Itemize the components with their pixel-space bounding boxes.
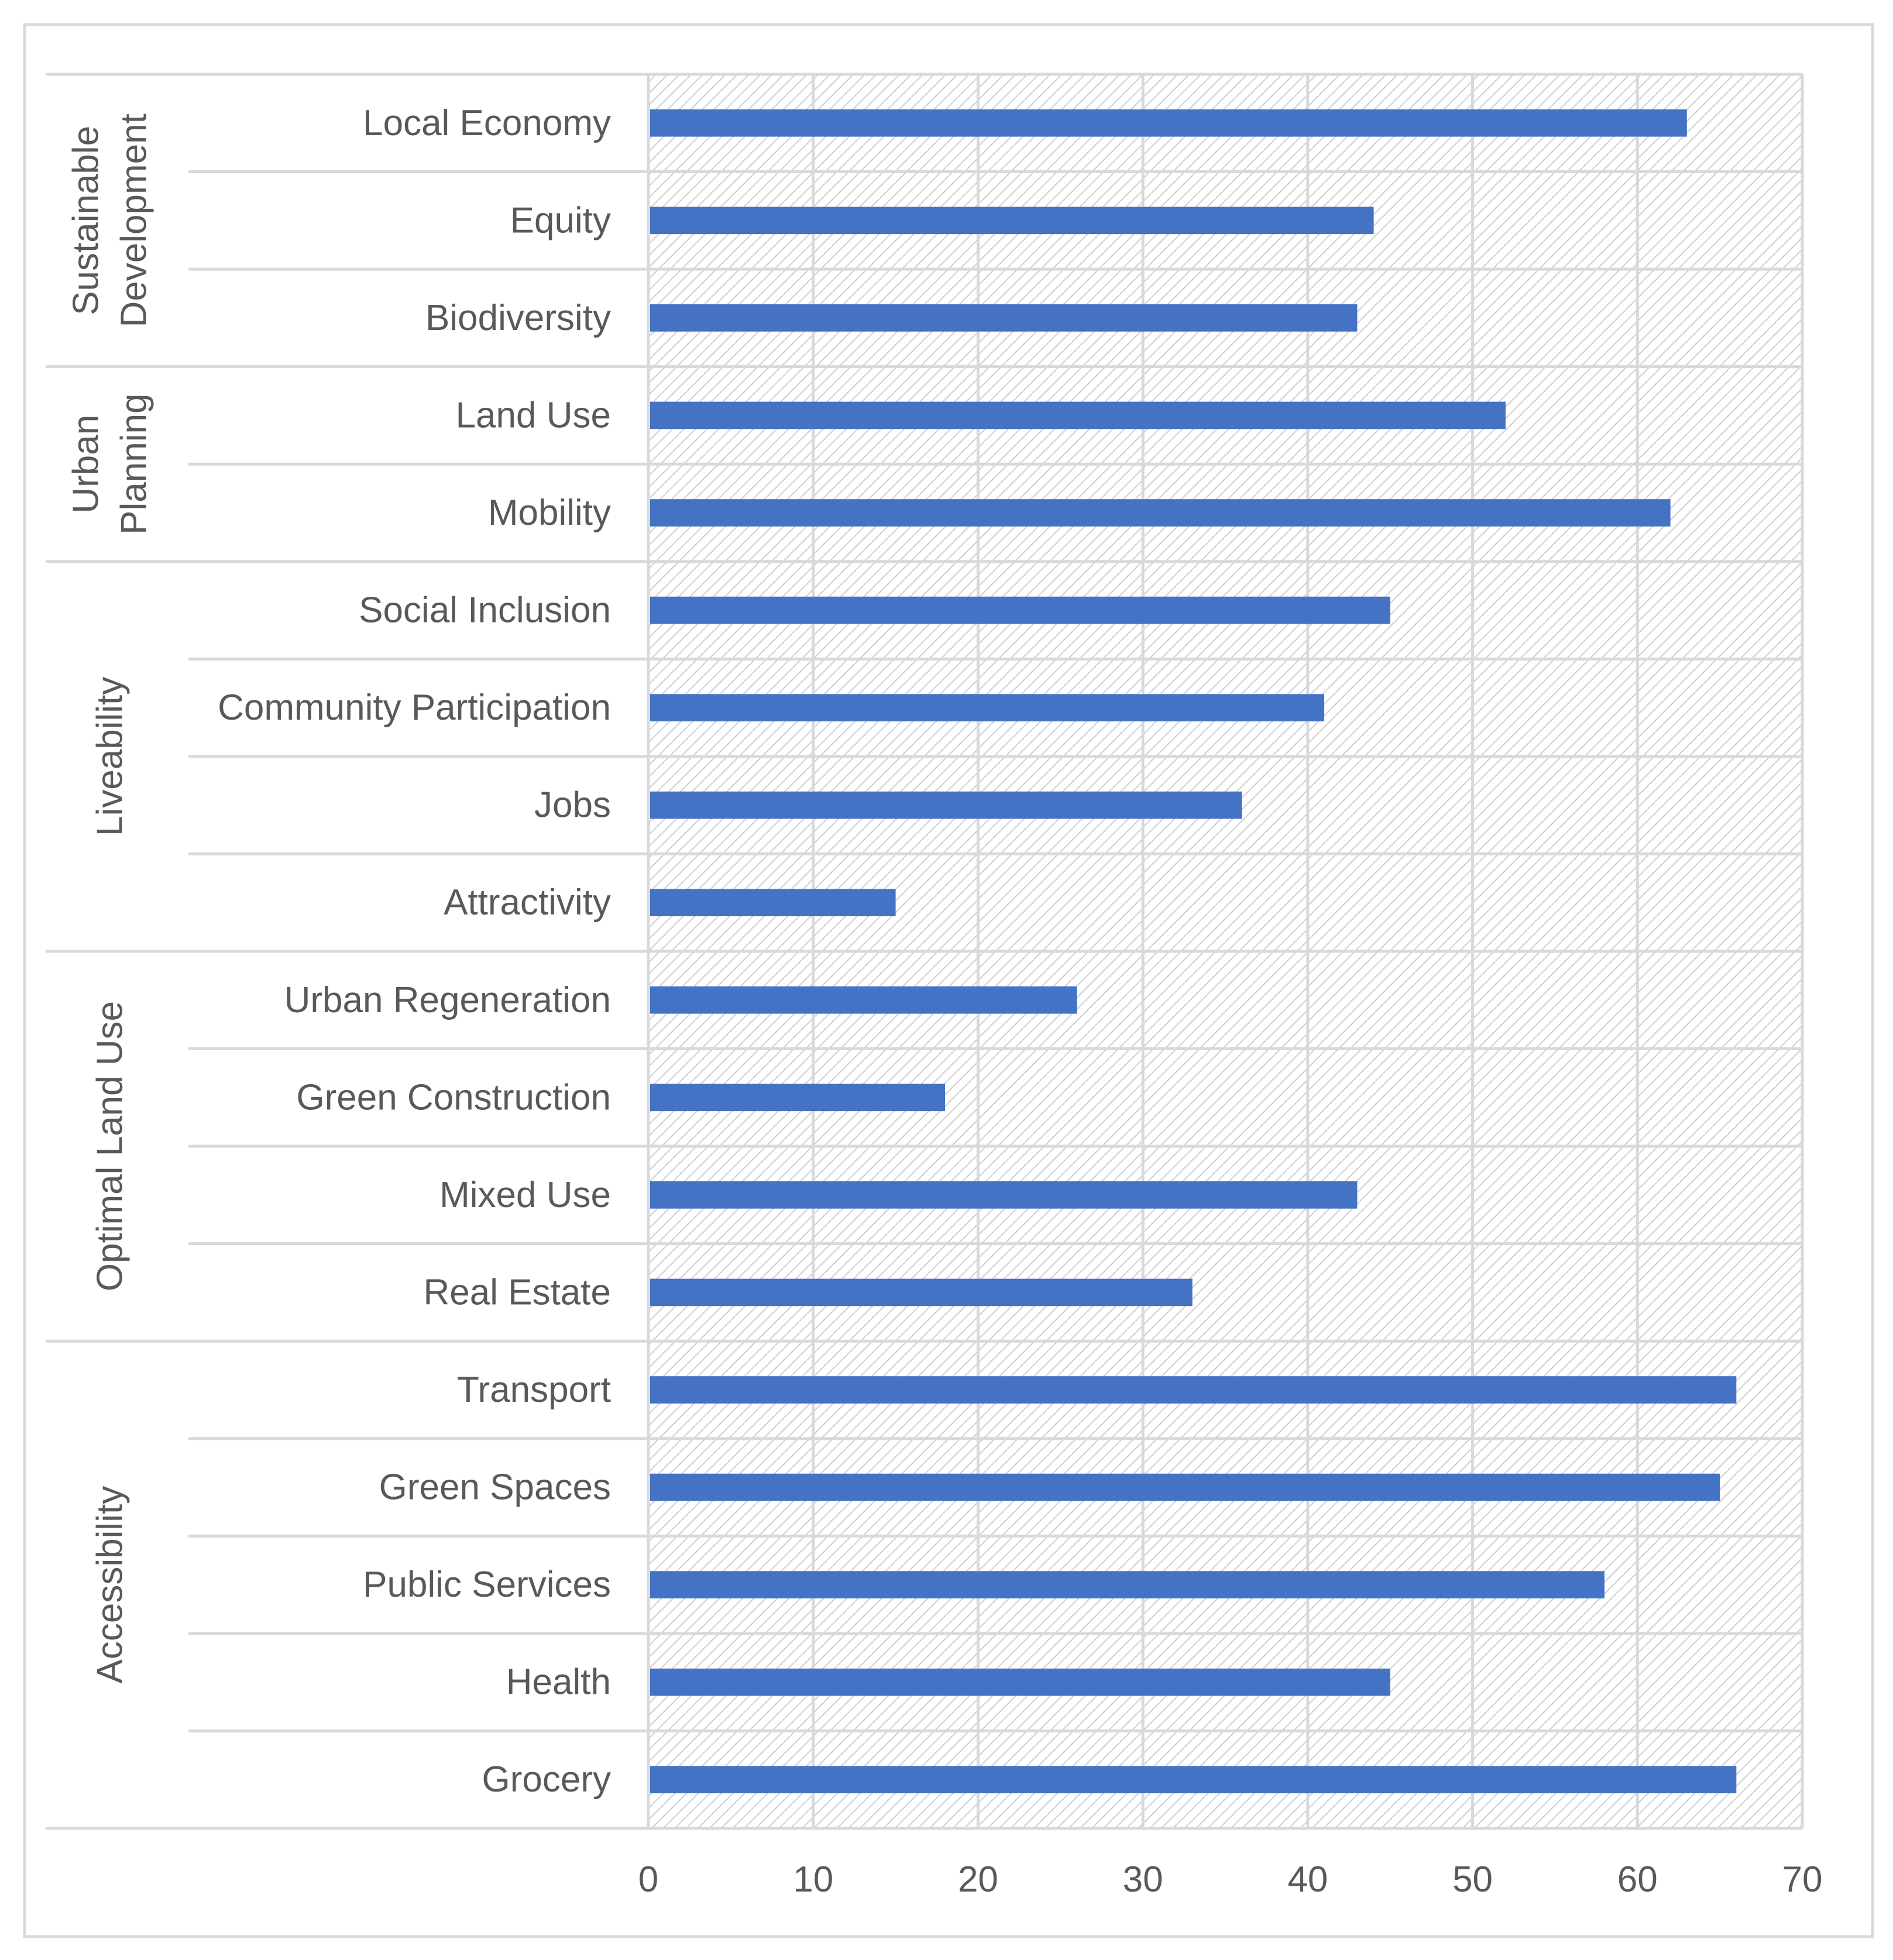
- category-label: Land Use: [456, 395, 611, 435]
- category-label: Mobility: [488, 493, 611, 533]
- group-label: Accessibility: [90, 1486, 130, 1684]
- bar: [650, 791, 1242, 819]
- category-label: Urban Regeneration: [284, 980, 611, 1020]
- bar: [650, 1278, 1193, 1306]
- x-tick-label: 50: [1452, 1859, 1493, 1900]
- category-label: Green Spaces: [379, 1467, 611, 1508]
- x-tick-label: 0: [638, 1859, 658, 1900]
- bar: [650, 889, 896, 917]
- category-label: Community Participation: [218, 687, 611, 728]
- group-label: Development: [114, 114, 154, 327]
- bar: [650, 1571, 1605, 1598]
- bar: [650, 1376, 1737, 1404]
- x-tick-label: 20: [958, 1859, 998, 1900]
- x-tick-label: 30: [1123, 1859, 1163, 1900]
- group-label: Optimal Land Use: [90, 1001, 130, 1291]
- x-tick-label: 10: [793, 1859, 833, 1900]
- category-label: Real Estate: [423, 1272, 611, 1312]
- bar: [650, 1766, 1737, 1794]
- group-label: Planning: [114, 394, 154, 535]
- bar: [650, 1181, 1358, 1209]
- category-dividers: [46, 73, 1802, 1830]
- x-tick-label: 70: [1782, 1859, 1823, 1900]
- x-axis-tick-labels: 0 10 20 30 40 50 60 70: [638, 1859, 1823, 1900]
- category-label: Public Services: [363, 1564, 611, 1605]
- group-label: Urban: [66, 415, 106, 514]
- bar: [650, 499, 1671, 527]
- bar: [650, 109, 1687, 137]
- category-label: Health: [506, 1662, 611, 1703]
- bar: [650, 694, 1325, 721]
- bar: [650, 1473, 1720, 1501]
- bar: [650, 401, 1506, 429]
- group-label: Liveability: [90, 677, 130, 836]
- category-label: Attractivity: [444, 882, 611, 923]
- category-label: Transport: [457, 1370, 611, 1410]
- bar: [650, 304, 1358, 332]
- bar: [650, 207, 1374, 235]
- bar: [650, 596, 1390, 624]
- bars: [650, 109, 1737, 1794]
- category-label: Local Economy: [363, 103, 611, 143]
- category-label: Mixed Use: [439, 1175, 611, 1215]
- category-label: Jobs: [534, 785, 611, 826]
- bar: [650, 1084, 946, 1112]
- x-tick-label: 40: [1287, 1859, 1328, 1900]
- bar: [650, 1668, 1390, 1696]
- x-tick-label: 60: [1617, 1859, 1658, 1900]
- category-label: Social Inclusion: [359, 590, 611, 631]
- group-labels: Sustainable Development Urban Planning Livea…: [66, 114, 154, 1683]
- category-label: Green Construction: [296, 1077, 611, 1117]
- category-label: Grocery: [482, 1759, 611, 1800]
- bar: [650, 986, 1077, 1014]
- category-label: Equity: [510, 200, 611, 240]
- group-label: Sustainable: [66, 126, 106, 315]
- category-label: Biodiversity: [425, 298, 611, 338]
- category-labels: Local Economy Equity Biodiversity Land Use M…: [218, 103, 611, 1800]
